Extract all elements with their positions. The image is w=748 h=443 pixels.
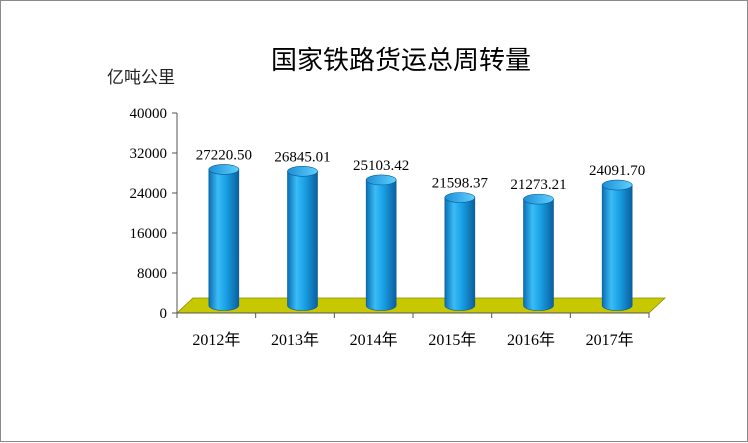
bar	[365, 174, 397, 311]
y-tick-label: 32000	[130, 146, 168, 162]
x-tick-label: 2012年	[192, 331, 240, 349]
bar	[601, 179, 633, 311]
y-tick-label: 24000	[130, 186, 168, 202]
y-tick-label: 16000	[130, 226, 168, 242]
bar-body	[208, 169, 240, 311]
bar	[444, 192, 476, 311]
bar-body	[287, 170, 318, 311]
y-axis-unit-label: 亿吨公里	[107, 68, 175, 88]
x-tick-label: 2015年	[428, 331, 476, 349]
bar-body	[601, 184, 633, 311]
data-label: 21273.21	[510, 177, 566, 193]
bar-cap	[287, 165, 318, 177]
data-label: 24091.70	[589, 163, 645, 179]
data-label: 26845.01	[274, 149, 330, 165]
bar-body	[523, 198, 554, 311]
bar-cap	[365, 174, 397, 186]
chart-title: 国家铁路货运总周转量	[271, 46, 531, 76]
chart-floor	[175, 297, 667, 314]
y-tick-label: 8000	[137, 266, 167, 282]
x-tick-label: 2017年	[586, 331, 634, 349]
data-label: 21598.37	[432, 176, 489, 192]
data-label: 27220.50	[196, 147, 252, 163]
bar	[208, 164, 240, 311]
bar	[523, 193, 554, 311]
x-tick-label: 2014年	[350, 331, 398, 349]
bar-cap	[523, 193, 554, 205]
bar-cap	[601, 179, 633, 191]
bar-body	[365, 179, 397, 311]
x-tick-label: 2013年	[271, 331, 319, 349]
y-tick-label: 40000	[130, 106, 168, 122]
bar-cap	[444, 192, 476, 203]
data-label: 25103.42	[353, 158, 409, 174]
bar	[287, 165, 318, 311]
bar-body	[444, 197, 476, 311]
x-tick-label: 2016年	[507, 331, 555, 349]
bar-cap	[208, 164, 240, 175]
y-tick-label: 0	[160, 306, 168, 322]
